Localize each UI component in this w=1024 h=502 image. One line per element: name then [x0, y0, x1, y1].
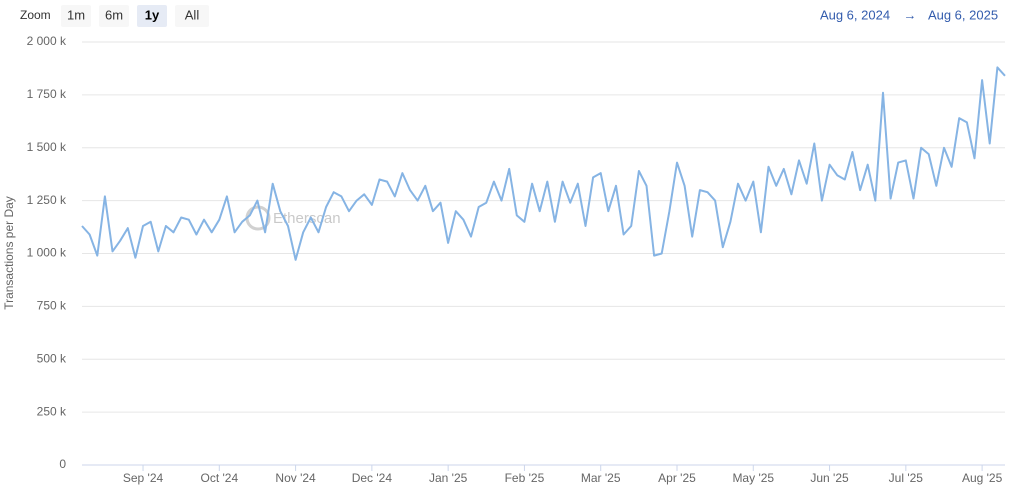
zoom-button-label[interactable]: 6m [105, 7, 123, 22]
y-tick-label: 1 250 k [27, 193, 67, 207]
x-tick-label: Apr '25 [658, 471, 696, 485]
range-separator: → [904, 7, 917, 22]
y-tick-label: 1 000 k [27, 246, 67, 260]
y-axis-title: Transactions per Day [2, 196, 16, 310]
zoom-button[interactable] [175, 5, 209, 27]
y-tick-label: 1 500 k [27, 140, 67, 154]
x-tick-label: Jan '25 [429, 471, 468, 485]
y-tick-label: 0 [59, 457, 66, 471]
x-tick-label: Jun '25 [810, 471, 849, 485]
x-tick-label: Sep '24 [123, 471, 164, 485]
y-tick-label: 1 750 k [27, 87, 67, 101]
zoom-button-label[interactable]: All [185, 7, 200, 22]
zoom-button[interactable] [61, 5, 91, 27]
x-tick-label: Feb '25 [505, 471, 545, 485]
series-line [81, 66, 1006, 261]
x-tick-label: Nov '24 [275, 471, 316, 485]
x-tick-label: Mar '25 [581, 471, 621, 485]
zoom-label: Zoom [20, 8, 51, 22]
zoom-button[interactable] [137, 5, 167, 27]
zoom-button-label[interactable]: 1m [67, 7, 85, 22]
zoom-button[interactable] [99, 5, 129, 27]
x-tick-label: Dec '24 [352, 471, 393, 485]
y-tick-label: 500 k [37, 351, 67, 365]
zoom-buttons: 1m 6m 1y All [61, 5, 209, 27]
x-tick-label: Jul '25 [889, 471, 924, 485]
y-tick-label: 2 000 k [27, 34, 67, 48]
y-tick-label: 750 k [37, 299, 67, 313]
zoom-button-label[interactable]: 1y [145, 7, 160, 22]
x-tick-label: Oct '24 [200, 471, 238, 485]
range-to[interactable]: Aug 6, 2025 [928, 7, 998, 22]
x-tick-label: May '25 [732, 471, 774, 485]
range-from[interactable]: Aug 6, 2024 [820, 7, 890, 22]
y-tick-label: 250 k [37, 404, 67, 418]
x-tick-label: Aug '25 [962, 471, 1003, 485]
